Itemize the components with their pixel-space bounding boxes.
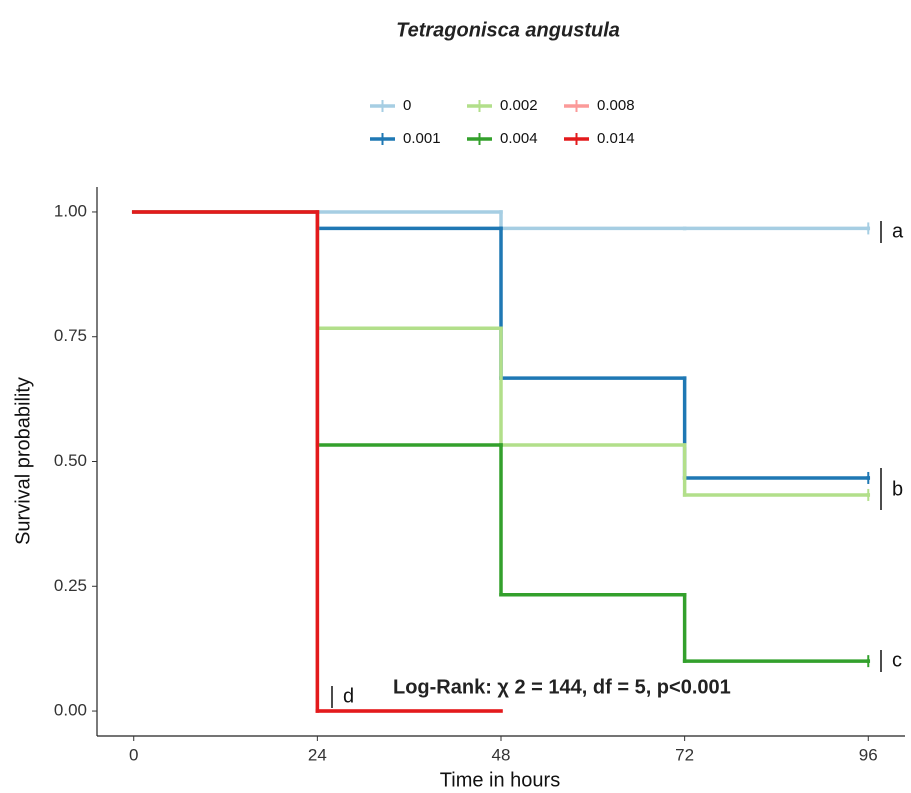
- y-tick-label: 0.75: [54, 326, 87, 345]
- group-letter: a: [892, 220, 904, 242]
- x-axis-title: Time in hours: [440, 769, 560, 791]
- legend-label: 0.002: [500, 97, 538, 114]
- x-tick-label: 96: [859, 745, 878, 764]
- legend-label: 0.008: [597, 97, 635, 114]
- legend-label: 0.001: [403, 130, 441, 147]
- y-tick-label: 0.00: [54, 701, 87, 720]
- y-tick-label: 0.25: [54, 576, 87, 595]
- y-axis-title: Survival probability: [12, 377, 34, 545]
- y-tick-label: 0.50: [54, 451, 87, 470]
- x-tick-label: 72: [675, 745, 694, 764]
- legend-label: 0: [403, 97, 411, 114]
- chart-title: Tetragonisca angustula: [396, 19, 620, 41]
- group-letter: d: [343, 685, 354, 707]
- group-letter: b: [892, 478, 903, 500]
- group-letter: c: [892, 649, 902, 671]
- legend-label: 0.004: [500, 130, 538, 147]
- x-tick-label: 48: [492, 745, 511, 764]
- stat-label: Log-Rank: χ 2 = 144, df = 5, p<0.001: [393, 676, 731, 698]
- x-tick-label: 0: [129, 745, 138, 764]
- legend-label: 0.014: [597, 130, 635, 147]
- y-tick-label: 1.00: [54, 201, 87, 220]
- x-tick-label: 24: [308, 745, 327, 764]
